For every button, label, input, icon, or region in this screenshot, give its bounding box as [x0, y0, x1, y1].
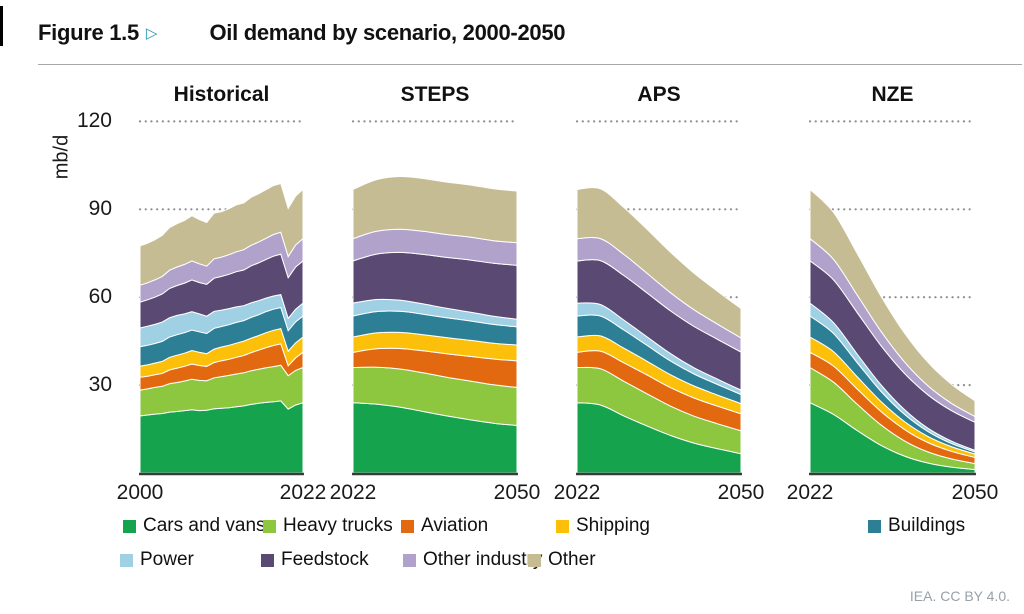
- legend-label: Shipping: [576, 515, 650, 536]
- chart-panel: [575, 120, 743, 476]
- legend-swatch: [403, 553, 416, 567]
- panel-title-steps: STEPS: [400, 83, 470, 106]
- figure-marker-icon: ▷: [145, 25, 158, 42]
- x-tick-label: 2050: [493, 481, 541, 504]
- x-tick-label: 2022: [279, 481, 327, 504]
- legend-item-shipping: Shipping: [556, 515, 650, 537]
- figure-title: Oil demand by scenario, 2000-2050: [209, 20, 566, 45]
- legend-label: Power: [140, 549, 194, 570]
- x-tick-label: 2050: [717, 481, 765, 504]
- y-tick-label: 120: [76, 109, 112, 133]
- page-edge-mark: [0, 6, 3, 46]
- legend-item-heavy-trucks: Heavy trucks: [263, 515, 393, 537]
- legend-swatch: [556, 519, 569, 533]
- figure-label: Figure 1.5: [38, 20, 139, 45]
- legend-swatch: [120, 553, 133, 567]
- legend-label: Cars and vans: [143, 515, 266, 536]
- legend-label: Buildings: [888, 515, 966, 536]
- x-tick-label: 2000: [116, 481, 164, 504]
- legend-swatch: [263, 519, 276, 533]
- legend-label: Other industry: [423, 549, 543, 570]
- chart-panel: [808, 120, 977, 476]
- legend-item-buildings: Buildings: [868, 515, 965, 537]
- figure-header: Figure 1.5 ▷ Oil demand by scenario, 2000-…: [38, 20, 566, 46]
- legend-swatch: [868, 519, 881, 533]
- legend-label: Other: [548, 549, 596, 570]
- legend-item-feedstock: Feedstock: [261, 549, 369, 571]
- y-tick-label: 30: [88, 373, 112, 397]
- legend-label: Aviation: [421, 515, 489, 536]
- legend-item-power: Power: [120, 549, 194, 571]
- legend-item-other: Other: [528, 549, 596, 571]
- chart-panel: [138, 120, 305, 476]
- x-tick-label: 2022: [786, 481, 834, 504]
- y-tick-label: 90: [88, 197, 112, 221]
- legend-swatch: [528, 553, 541, 567]
- legend-item-cars-and-vans: Cars and vans: [123, 515, 266, 537]
- legend-swatch: [401, 519, 414, 533]
- header-divider: [38, 64, 1022, 65]
- legend-swatch: [261, 553, 274, 567]
- attribution: IEA. CC BY 4.0.: [909, 588, 1010, 604]
- panel-title-nze: NZE: [871, 83, 914, 106]
- y-tick-label: 60: [88, 285, 112, 309]
- legend-swatch: [123, 519, 136, 533]
- area-band-other: [809, 188, 976, 418]
- area-band-other: [576, 187, 742, 339]
- x-tick-label: 2050: [951, 481, 999, 504]
- area-band-other: [352, 175, 518, 244]
- y-axis-unit-label: mb/d: [50, 134, 73, 180]
- legend-item-other-industry: Other industry: [403, 549, 542, 571]
- legend-item-aviation: Aviation: [401, 515, 488, 537]
- area-band-other: [139, 182, 304, 286]
- x-tick-label: 2022: [329, 481, 377, 504]
- chart-panel: [351, 120, 519, 476]
- panel-title-aps: APS: [637, 83, 681, 106]
- x-tick-label: 2022: [553, 481, 601, 504]
- panel-title-historical: Historical: [173, 83, 270, 106]
- legend-label: Heavy trucks: [283, 515, 393, 536]
- legend-label: Feedstock: [281, 549, 369, 570]
